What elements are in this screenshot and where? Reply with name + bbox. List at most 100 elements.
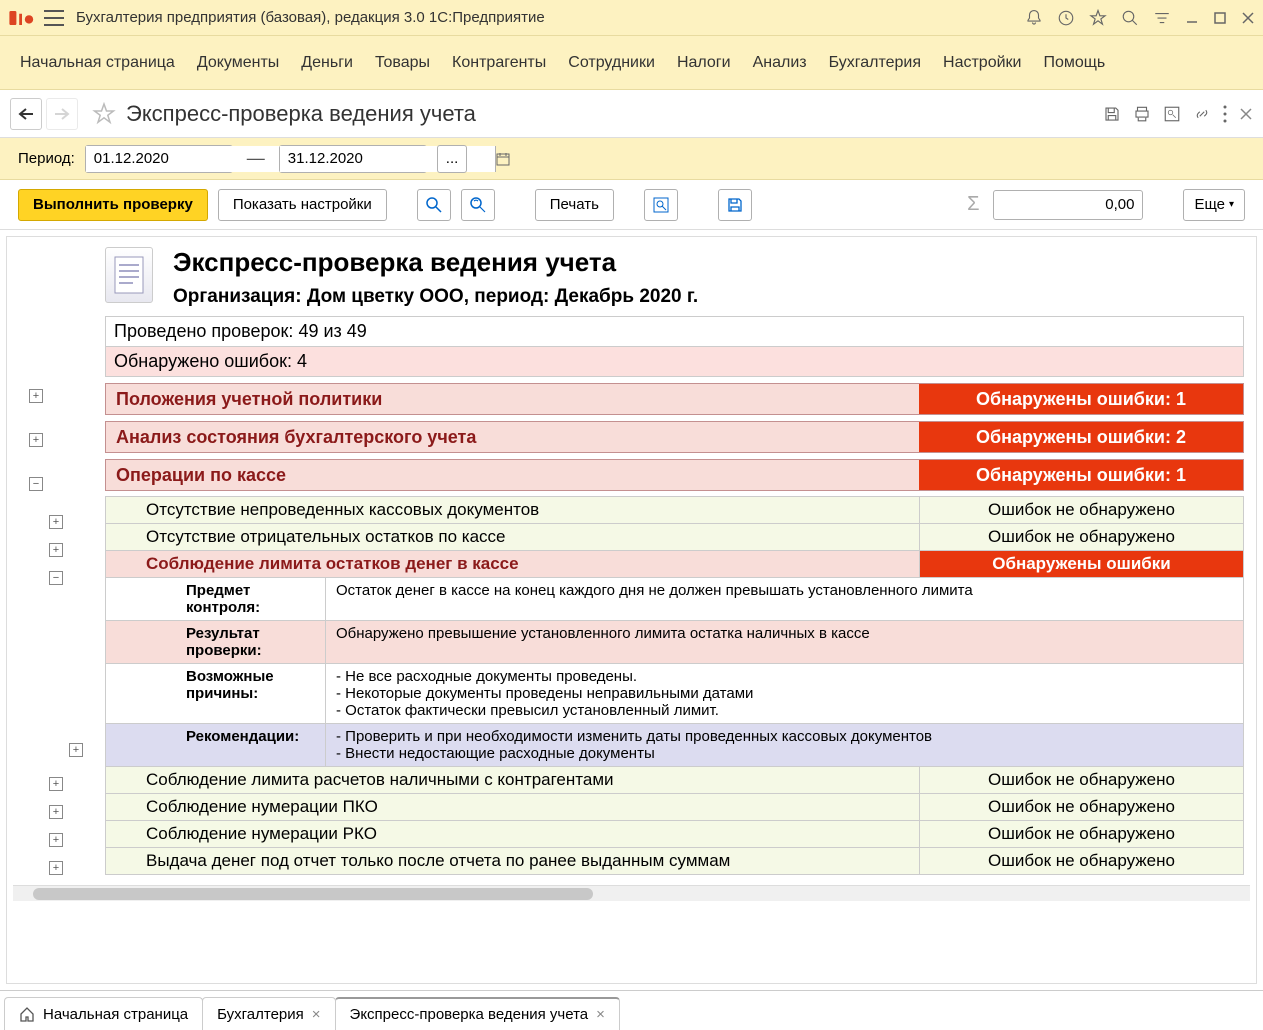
tree-collapse-icon[interactable]: −: [29, 477, 43, 491]
check-row[interactable]: Соблюдение нумерации РКО Ошибок не обнар…: [105, 820, 1244, 848]
close-page-icon[interactable]: [1239, 107, 1253, 121]
check-row[interactable]: Соблюдение лимита расчетов наличными с к…: [105, 766, 1244, 794]
period-picker-button[interactable]: ...: [437, 145, 468, 173]
menu-item[interactable]: Товары: [375, 54, 430, 72]
check-row-error[interactable]: Соблюдение лимита остатков денег в кассе…: [105, 550, 1244, 578]
run-check-button[interactable]: Выполнить проверку: [18, 189, 208, 221]
page-header-actions: [1103, 105, 1253, 123]
menu-item[interactable]: Сотрудники: [568, 54, 655, 72]
period-bar: Период: — ...: [0, 138, 1263, 180]
maximize-icon[interactable]: [1213, 11, 1227, 25]
menu-item[interactable]: Бухгалтерия: [829, 54, 921, 72]
tree-collapse-icon[interactable]: −: [49, 571, 63, 585]
tree-expand-icon[interactable]: +: [49, 861, 63, 875]
section-row[interactable]: Операции по кассе Обнаружены ошибки: 1: [105, 459, 1244, 491]
back-button[interactable]: [10, 98, 42, 130]
menu-item[interactable]: Контрагенты: [452, 54, 546, 72]
detail-row-recommendations: Рекомендации: - Проверить и при необходи…: [105, 723, 1244, 767]
tree-expand-icon[interactable]: +: [69, 743, 83, 757]
tab-label: Экспресс-проверка ведения учета: [350, 1006, 589, 1023]
tab-close-icon[interactable]: ×: [596, 1006, 605, 1023]
preview-icon[interactable]: [1163, 105, 1181, 123]
tree-expand-icon[interactable]: +: [49, 543, 63, 557]
home-icon: [19, 1006, 35, 1022]
print-button[interactable]: Печать: [535, 189, 614, 221]
page-zoom-button[interactable]: [644, 189, 678, 221]
menu-item[interactable]: Анализ: [753, 54, 807, 72]
titlebar: Бухгалтерия предприятия (базовая), редак…: [0, 0, 1263, 36]
report-title: Экспресс-проверка ведения учета: [173, 247, 698, 278]
check-row[interactable]: Соблюдение нумерации ПКО Ошибок не обнар…: [105, 793, 1244, 821]
show-settings-button[interactable]: Показать настройки: [218, 189, 387, 221]
tree-expand-icon[interactable]: +: [29, 433, 43, 447]
print-icon[interactable]: [1133, 105, 1151, 123]
section-name: Положения учетной политики: [106, 384, 919, 414]
detail-label: Результат проверки:: [106, 621, 326, 663]
report-content: Экспресс-проверка ведения учета Организа…: [6, 236, 1257, 984]
minimize-icon[interactable]: [1185, 11, 1199, 25]
period-to-field[interactable]: [279, 145, 427, 173]
detail-label: Рекомендации:: [106, 724, 326, 766]
window-title: Бухгалтерия предприятия (базовая), редак…: [76, 9, 1025, 26]
detail-label: Возможные причины:: [106, 664, 326, 723]
tab-close-icon[interactable]: ×: [312, 1006, 321, 1023]
forward-button: [46, 98, 78, 130]
check-name: Отсутствие непроведенных кассовых докуме…: [106, 497, 919, 523]
check-status: Ошибок не обнаружено: [919, 767, 1243, 793]
section-row[interactable]: Положения учетной политики Обнаружены ош…: [105, 383, 1244, 415]
tree-expand-icon[interactable]: +: [29, 389, 43, 403]
check-status: Ошибок не обнаружено: [919, 794, 1243, 820]
page-header: Экспресс-проверка ведения учета: [0, 90, 1263, 138]
check-name: Соблюдение нумерации РКО: [106, 821, 919, 847]
check-status: Ошибок не обнаружено: [919, 821, 1243, 847]
detail-value: - Не все расходные документы проведены. …: [326, 664, 1243, 723]
tree-expand-icon[interactable]: +: [49, 777, 63, 791]
hamburger-icon[interactable]: [44, 10, 64, 26]
tree-expand-icon[interactable]: +: [49, 805, 63, 819]
detail-row-causes: Возможные причины: - Не все расходные до…: [105, 663, 1244, 724]
sum-field[interactable]: [993, 190, 1143, 220]
check-row[interactable]: Отсутствие непроведенных кассовых докуме…: [105, 496, 1244, 524]
horizontal-scrollbar[interactable]: [13, 885, 1250, 901]
check-status: Обнаружены ошибки: [919, 551, 1243, 577]
link-icon[interactable]: [1193, 105, 1211, 123]
detail-value: Остаток денег в кассе на конец каждого д…: [326, 578, 1243, 620]
section-row[interactable]: Анализ состояния бухгалтерского учета Об…: [105, 421, 1244, 453]
menu-item[interactable]: Настройки: [943, 54, 1021, 72]
save-icon[interactable]: [1103, 105, 1121, 123]
kebab-icon[interactable]: [1223, 105, 1227, 123]
check-status: Ошибок не обнаружено: [919, 848, 1243, 874]
scrollbar-thumb[interactable]: [33, 888, 593, 900]
section-status: Обнаружены ошибки: 1: [919, 384, 1243, 414]
bell-icon[interactable]: [1025, 9, 1043, 27]
save-report-button[interactable]: [718, 189, 752, 221]
tree-expand-icon[interactable]: +: [49, 833, 63, 847]
checks-done-line: Проведено проверок: 49 из 49: [105, 316, 1244, 347]
tab-item[interactable]: Бухгалтерия ×: [202, 997, 335, 1030]
search-icon[interactable]: [1121, 9, 1139, 27]
check-row[interactable]: Отсутствие отрицательных остатков по кас…: [105, 523, 1244, 551]
calendar-icon[interactable]: [495, 146, 510, 172]
tab-home[interactable]: Начальная страница: [4, 997, 203, 1030]
close-icon[interactable]: [1241, 11, 1255, 25]
tree-gutter: + + − + + − + + + + +: [17, 383, 105, 875]
menu-item[interactable]: Налоги: [677, 54, 731, 72]
detail-value: Обнаружено превышение установленного лим…: [326, 621, 1243, 663]
settings-lines-icon[interactable]: [1153, 9, 1171, 27]
menu-item[interactable]: Документы: [197, 54, 279, 72]
zoom-refresh-button[interactable]: [461, 189, 495, 221]
zoom-in-button[interactable]: [417, 189, 451, 221]
history-icon[interactable]: [1057, 9, 1075, 27]
star-icon[interactable]: [1089, 9, 1107, 27]
period-label: Период:: [18, 150, 75, 167]
app-logo-icon: [8, 8, 36, 28]
menu-item[interactable]: Деньги: [301, 54, 353, 72]
menu-item[interactable]: Помощь: [1043, 54, 1105, 72]
menu-item[interactable]: Начальная страница: [20, 54, 175, 72]
check-row[interactable]: Выдача денег под отчет только после отче…: [105, 847, 1244, 875]
period-from-field[interactable]: [85, 145, 233, 173]
tab-item-active[interactable]: Экспресс-проверка ведения учета ×: [335, 997, 620, 1030]
tree-expand-icon[interactable]: +: [49, 515, 63, 529]
favorite-star-icon[interactable]: [92, 102, 116, 126]
more-button[interactable]: Еще▾: [1183, 189, 1245, 221]
